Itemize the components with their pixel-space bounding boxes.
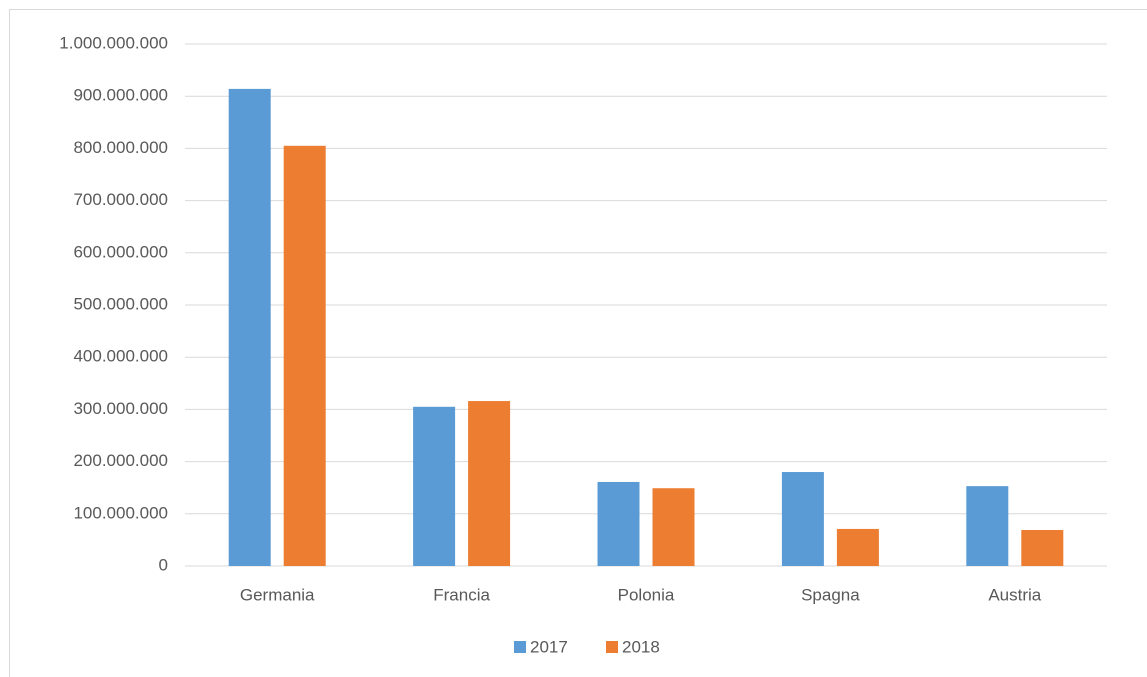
y-tick-label: 800.000.000 bbox=[73, 138, 168, 157]
bar bbox=[413, 406, 456, 566]
x-tick-label: Spagna bbox=[801, 585, 860, 604]
legend-label: 2018 bbox=[622, 637, 660, 656]
y-tick-label: 100.000.000 bbox=[73, 503, 168, 522]
y-tick-label: 700.000.000 bbox=[73, 190, 168, 209]
bar bbox=[781, 472, 824, 566]
legend-label: 2017 bbox=[530, 637, 568, 656]
bar bbox=[597, 481, 640, 566]
y-tick-label: 900.000.000 bbox=[73, 86, 168, 105]
x-tick-label: Francia bbox=[433, 585, 490, 604]
bar bbox=[966, 486, 1009, 566]
y-tick-label: 200.000.000 bbox=[73, 451, 168, 470]
y-tick-label: 400.000.000 bbox=[73, 347, 168, 366]
bar bbox=[283, 145, 326, 567]
bar bbox=[468, 401, 511, 566]
y-tick-label: 600.000.000 bbox=[73, 242, 168, 261]
legend-swatch bbox=[606, 641, 618, 653]
bar bbox=[652, 488, 695, 566]
y-tick-label: 500.000.000 bbox=[73, 294, 168, 313]
x-tick-label: Germania bbox=[240, 585, 315, 604]
y-tick-label: 0 bbox=[159, 555, 168, 574]
chart-frame bbox=[9, 9, 1147, 677]
x-tick-label: Polonia bbox=[618, 585, 675, 604]
y-tick-label: 1.000.000.000 bbox=[59, 33, 168, 52]
bar bbox=[836, 528, 879, 566]
bar bbox=[1021, 529, 1064, 566]
y-tick-label: 300.000.000 bbox=[73, 399, 168, 418]
legend-swatch bbox=[514, 641, 526, 653]
bar bbox=[228, 88, 271, 566]
x-tick-label: Austria bbox=[988, 585, 1041, 604]
